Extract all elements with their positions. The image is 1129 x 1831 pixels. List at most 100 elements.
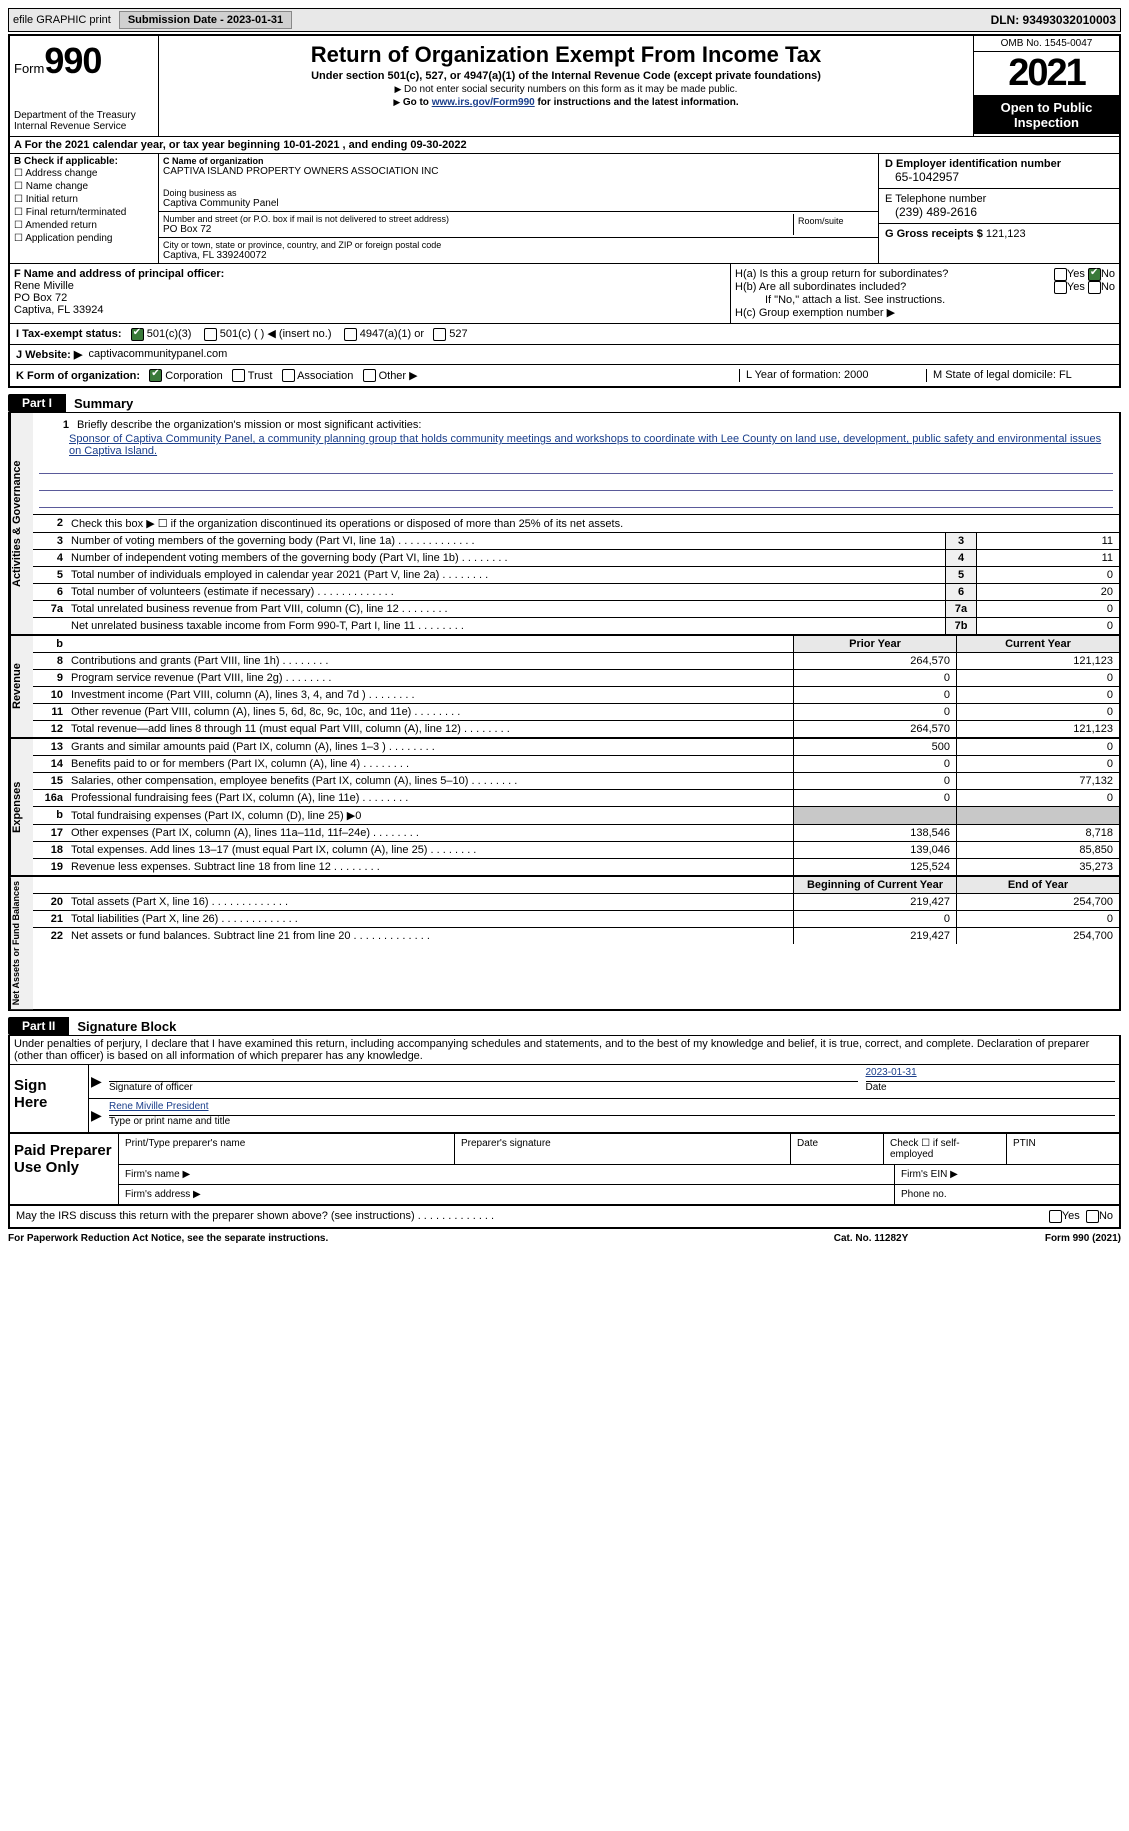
row-current: 0	[956, 687, 1119, 703]
table-row: bTotal fundraising expenses (Part IX, co…	[33, 807, 1119, 825]
website-row: J Website: ▶ captivacommunitypanel.com	[8, 345, 1121, 365]
col-current: Current Year	[956, 636, 1119, 652]
row-desc: Grants and similar amounts paid (Part IX…	[67, 739, 793, 755]
prep-name-label: Print/Type preparer's name	[119, 1134, 455, 1164]
table-row: 15Salaries, other compensation, employee…	[33, 773, 1119, 790]
hb-yes[interactable]	[1054, 281, 1067, 294]
form-title: Return of Organization Exempt From Incom…	[167, 42, 965, 68]
row-current: 0	[956, 704, 1119, 720]
chk-name-change[interactable]: ☐ Name change	[14, 180, 154, 193]
chk-527[interactable]	[433, 328, 446, 341]
row-prior: 0	[793, 773, 956, 789]
table-row: 14Benefits paid to or for members (Part …	[33, 756, 1119, 773]
row-prior: 0	[793, 687, 956, 703]
part1-title: Summary	[66, 396, 133, 411]
row-prior: 264,570	[793, 653, 956, 669]
gross-receipts-label: G Gross receipts $	[885, 228, 983, 240]
firm-name-label: Firm's name ▶	[119, 1165, 895, 1184]
row-prior: 139,046	[793, 842, 956, 858]
row-desc: Benefits paid to or for members (Part IX…	[67, 756, 793, 772]
form-footer: Form 990 (2021)	[971, 1233, 1121, 1244]
row-prior: 219,427	[793, 928, 956, 944]
chk-501c3[interactable]	[131, 328, 144, 341]
vtab-revenue: Revenue	[10, 636, 33, 737]
line4-desc: Number of independent voting members of …	[67, 550, 945, 566]
officer-name: Rene Miville	[14, 280, 74, 292]
hb-no[interactable]	[1088, 281, 1101, 294]
hc-label: H(c) Group exemption number ▶	[735, 306, 1115, 319]
declaration-text: Under penalties of perjury, I declare th…	[8, 1035, 1121, 1064]
efile-label: efile GRAPHIC print	[13, 14, 111, 26]
chk-final-return[interactable]: ☐ Final return/terminated	[14, 206, 154, 219]
line6-val: 20	[976, 584, 1119, 600]
row-current: 254,700	[956, 928, 1119, 944]
paid-preparer-box: Paid Preparer Use Only Print/Type prepar…	[8, 1134, 1121, 1206]
phone-value: (239) 489-2616	[885, 205, 1113, 219]
table-row: 8Contributions and grants (Part VIII, li…	[33, 653, 1119, 670]
chk-501c[interactable]	[204, 328, 217, 341]
dba-value: Captiva Community Panel	[163, 198, 874, 209]
type-name-label: Type or print name and title	[109, 1116, 230, 1127]
chk-initial-return[interactable]: ☐ Initial return	[14, 193, 154, 206]
chk-4947[interactable]	[344, 328, 357, 341]
form-header: Form990 Department of the Treasury Inter…	[8, 34, 1121, 137]
line6-desc: Total number of volunteers (estimate if …	[67, 584, 945, 600]
chk-amended-return[interactable]: ☐ Amended return	[14, 219, 154, 232]
row-desc: Total fundraising expenses (Part IX, col…	[67, 807, 793, 824]
blank-line	[39, 493, 1113, 508]
prep-date-label: Date	[791, 1134, 884, 1164]
room-label: Room/suite	[794, 214, 874, 228]
row-current: 8,718	[956, 825, 1119, 841]
blank-line	[39, 476, 1113, 491]
row-current: 0	[956, 670, 1119, 686]
sig-date-label: Date	[866, 1082, 887, 1093]
ein-label: D Employer identification number	[885, 158, 1061, 170]
row-current: 0	[956, 756, 1119, 772]
discuss-no[interactable]	[1086, 1210, 1099, 1223]
form-label: Form	[14, 61, 44, 76]
check-applicable-label: B Check if applicable:	[14, 156, 118, 167]
row-current: 121,123	[956, 721, 1119, 737]
form-org-row: K Form of organization: Corporation Trus…	[8, 365, 1121, 389]
tax-year: 2021	[974, 52, 1119, 96]
city-value: Captiva, FL 339240072	[163, 250, 874, 261]
chk-assoc[interactable]	[282, 369, 295, 382]
table-row: 22Net assets or fund balances. Subtract …	[33, 928, 1119, 944]
sig-name-title: Rene Miville President	[109, 1101, 1115, 1116]
row-desc: Total revenue—add lines 8 through 11 (mu…	[67, 721, 793, 737]
row-prior: 0	[793, 670, 956, 686]
dba-label: Doing business as	[163, 188, 874, 198]
status-i: I Tax-exempt status:	[16, 328, 122, 340]
chk-trust[interactable]	[232, 369, 245, 382]
chk-other[interactable]	[363, 369, 376, 382]
website-value: captivacommunitypanel.com	[88, 348, 227, 361]
website-j: J Website: ▶	[16, 348, 82, 361]
table-row: 9Program service revenue (Part VIII, lin…	[33, 670, 1119, 687]
row-current	[956, 807, 1119, 824]
sig-arrow-icon: ▶	[89, 1099, 105, 1132]
chk-application-pending[interactable]: ☐ Application pending	[14, 232, 154, 245]
ha-no[interactable]	[1088, 268, 1101, 281]
table-row: 10Investment income (Part VIII, column (…	[33, 687, 1119, 704]
row-prior: 500	[793, 739, 956, 755]
chk-address-change[interactable]: ☐ Address change	[14, 167, 154, 180]
table-row: 18Total expenses. Add lines 13–17 (must …	[33, 842, 1119, 859]
mission-text: Sponsor of Captiva Community Panel, a co…	[39, 433, 1113, 457]
ssn-note: Do not enter social security numbers on …	[167, 84, 965, 95]
discuss-yes[interactable]	[1049, 1210, 1062, 1223]
row-prior: 0	[793, 790, 956, 806]
chk-corp[interactable]	[149, 369, 162, 382]
table-row: 12Total revenue—add lines 8 through 11 (…	[33, 721, 1119, 737]
dln-label: DLN: 93493032010003	[991, 13, 1116, 27]
top-bar: efile GRAPHIC print Submission Date - 20…	[8, 8, 1121, 32]
irs-link[interactable]: www.irs.gov/Form990	[432, 97, 535, 108]
line7b-val: 0	[976, 618, 1119, 634]
sig-officer-label: Signature of officer	[109, 1082, 193, 1093]
ha-yes[interactable]	[1054, 268, 1067, 281]
table-row: 19Revenue less expenses. Subtract line 1…	[33, 859, 1119, 875]
part2-header: Part II Signature Block	[8, 1017, 1121, 1035]
name-c-label: C Name of organization	[163, 156, 264, 166]
omb-number: OMB No. 1545-0047	[974, 36, 1119, 52]
paid-preparer-label: Paid Preparer Use Only	[10, 1134, 119, 1204]
row-prior	[793, 807, 956, 824]
